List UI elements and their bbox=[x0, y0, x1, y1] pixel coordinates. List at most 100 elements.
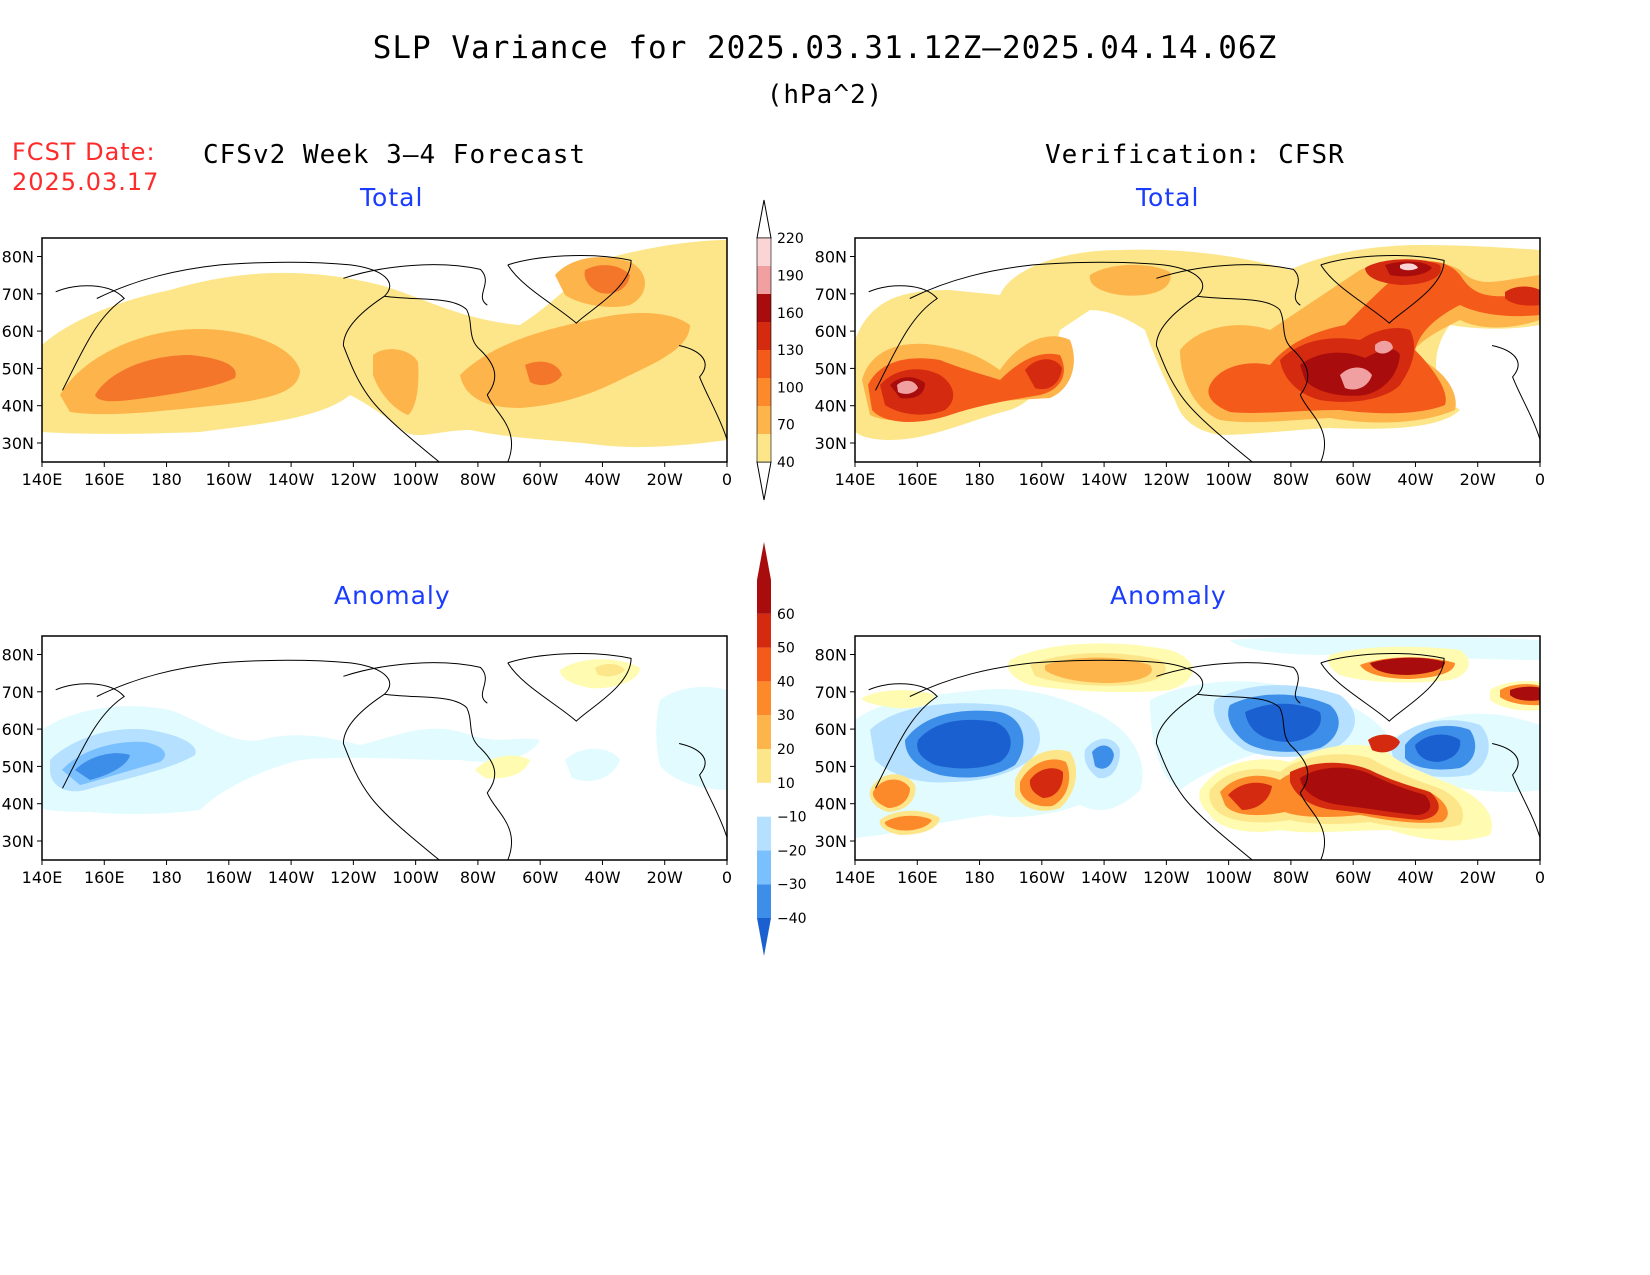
lon-tick-label: 80W bbox=[1273, 470, 1309, 489]
coastlines bbox=[55, 653, 728, 861]
colorbar-swatch bbox=[757, 378, 771, 406]
lon-tick-label: 180 bbox=[964, 470, 995, 489]
contour-pos40d bbox=[884, 815, 932, 831]
lon-tick-label: 120W bbox=[330, 470, 377, 489]
lat-tick-label: 80N bbox=[2, 646, 34, 665]
main-title: SLP Variance for 2025.03.31.12Z–2025.04.… bbox=[372, 30, 1278, 66]
map-frame bbox=[854, 635, 1541, 861]
lon-tick-label: 40W bbox=[584, 470, 620, 489]
coastline-segment bbox=[384, 295, 513, 463]
units-label: (hPa^2) bbox=[766, 80, 884, 110]
lon-tick-label: 140E bbox=[835, 868, 876, 887]
colorbar-swatch bbox=[757, 613, 771, 648]
contour-pos40c bbox=[872, 779, 910, 808]
lat-tick-label: 50N bbox=[2, 359, 34, 378]
map-frame bbox=[41, 237, 728, 463]
colorbar-label: −30 bbox=[777, 877, 807, 893]
lon-tick-label: 160W bbox=[206, 470, 253, 489]
colorbar-swatch bbox=[757, 884, 771, 918]
verif-total-field bbox=[855, 245, 1540, 440]
contour-pos10d bbox=[862, 690, 935, 709]
colorbar-label: −20 bbox=[777, 843, 807, 859]
contour-neg10 bbox=[42, 706, 540, 815]
lon-tick-label: 0 bbox=[1535, 868, 1545, 887]
lat-tick-label: 80N bbox=[815, 646, 847, 665]
lon-tick-label: 160E bbox=[897, 868, 938, 887]
colorbar-label: 160 bbox=[777, 306, 804, 322]
lon-tick-label: 140E bbox=[22, 868, 63, 887]
coastline-segment bbox=[343, 264, 488, 306]
lat-tick-label: 30N bbox=[815, 832, 847, 851]
map-frame bbox=[41, 635, 728, 861]
lon-tick-label: 40W bbox=[584, 868, 620, 887]
contour-100c bbox=[525, 361, 562, 386]
left-column-header: CFSv2 Week 3–4 Forecast bbox=[203, 140, 587, 170]
contour-190 bbox=[897, 380, 918, 394]
lon-tick-label: 160E bbox=[897, 470, 938, 489]
coastlines bbox=[868, 255, 1541, 463]
colorbar-swatch bbox=[757, 434, 771, 462]
colorbar-label: 130 bbox=[777, 343, 804, 359]
coastlines bbox=[55, 255, 728, 463]
contour-neg40c bbox=[1415, 734, 1461, 762]
lon-tick-label: 180 bbox=[964, 868, 995, 887]
lon-tick-label: 140W bbox=[1081, 868, 1128, 887]
coastline-segment bbox=[1320, 653, 1445, 722]
lon-tick-label: 0 bbox=[1535, 470, 1545, 489]
coastline-segment bbox=[55, 683, 125, 789]
colorbar-swatch bbox=[757, 749, 771, 783]
colorbar-swatch bbox=[757, 580, 771, 614]
lon-tick-label: 160W bbox=[206, 868, 253, 887]
lon-tick-label: 140E bbox=[835, 470, 876, 489]
colorbar-frame bbox=[756, 237, 772, 463]
lon-tick-label: 140E bbox=[22, 470, 63, 489]
coastline-segment bbox=[507, 255, 632, 324]
coastline-segment bbox=[343, 662, 488, 704]
lat-tick-label: 40N bbox=[815, 795, 847, 814]
coastline-segment bbox=[384, 693, 513, 861]
lat-tick-label: 60N bbox=[815, 322, 847, 341]
lon-tick-label: 180 bbox=[151, 868, 182, 887]
lat-tick-label: 40N bbox=[815, 397, 847, 416]
colorbar-label: 10 bbox=[777, 776, 795, 792]
lon-tick-label: 160W bbox=[1019, 470, 1066, 489]
lon-tick-label: 100W bbox=[392, 868, 439, 887]
lat-tick-label: 30N bbox=[815, 434, 847, 453]
contour-neg10b bbox=[656, 687, 727, 790]
lon-tick-label: 120W bbox=[1143, 868, 1190, 887]
lon-tick-label: 100W bbox=[392, 470, 439, 489]
coastline-segment bbox=[1197, 295, 1326, 463]
contour-130b bbox=[1025, 359, 1062, 390]
fcst-total-title: Total bbox=[360, 183, 424, 212]
contour-70b bbox=[1089, 264, 1171, 296]
colorbar-swatch bbox=[757, 850, 771, 885]
contour-pos50d bbox=[1368, 734, 1400, 753]
colorbar-label: 190 bbox=[777, 269, 804, 285]
lon-tick-label: 120W bbox=[330, 868, 377, 887]
forecast-date-label: FCST Date: bbox=[12, 138, 156, 166]
coastline-segment bbox=[1197, 693, 1326, 861]
contour-pos50c bbox=[1029, 768, 1064, 798]
contour-neg30d bbox=[1092, 745, 1114, 769]
coastline-segment bbox=[96, 659, 440, 861]
colorbar-label: 70 bbox=[777, 418, 795, 434]
lat-tick-label: 30N bbox=[2, 434, 34, 453]
lat-tick-label: 60N bbox=[2, 322, 34, 341]
lat-tick-label: 70N bbox=[2, 683, 34, 702]
lon-tick-label: 160E bbox=[84, 868, 125, 887]
lon-tick-label: 20W bbox=[1460, 470, 1496, 489]
lat-tick-label: 60N bbox=[2, 720, 34, 739]
contour-neg40 bbox=[917, 719, 1011, 769]
colorbar-total: 40 70 100 130 160 190 220 bbox=[756, 199, 804, 501]
colorbar-label: 30 bbox=[777, 708, 795, 724]
contour-100 bbox=[95, 355, 236, 402]
contour-pos20 bbox=[595, 664, 625, 677]
contour-pos30 bbox=[1045, 657, 1152, 683]
coastline-segment bbox=[96, 261, 440, 463]
verif-anomaly-title: Anomaly bbox=[1110, 581, 1227, 610]
forecast-date: FCST Date: 2025.03.17 bbox=[12, 137, 159, 197]
lat-tick-label: 80N bbox=[2, 248, 34, 267]
colorbar-swatch bbox=[757, 322, 771, 350]
lat-tick-label: 40N bbox=[2, 397, 34, 416]
coastline-segment bbox=[909, 261, 1253, 463]
